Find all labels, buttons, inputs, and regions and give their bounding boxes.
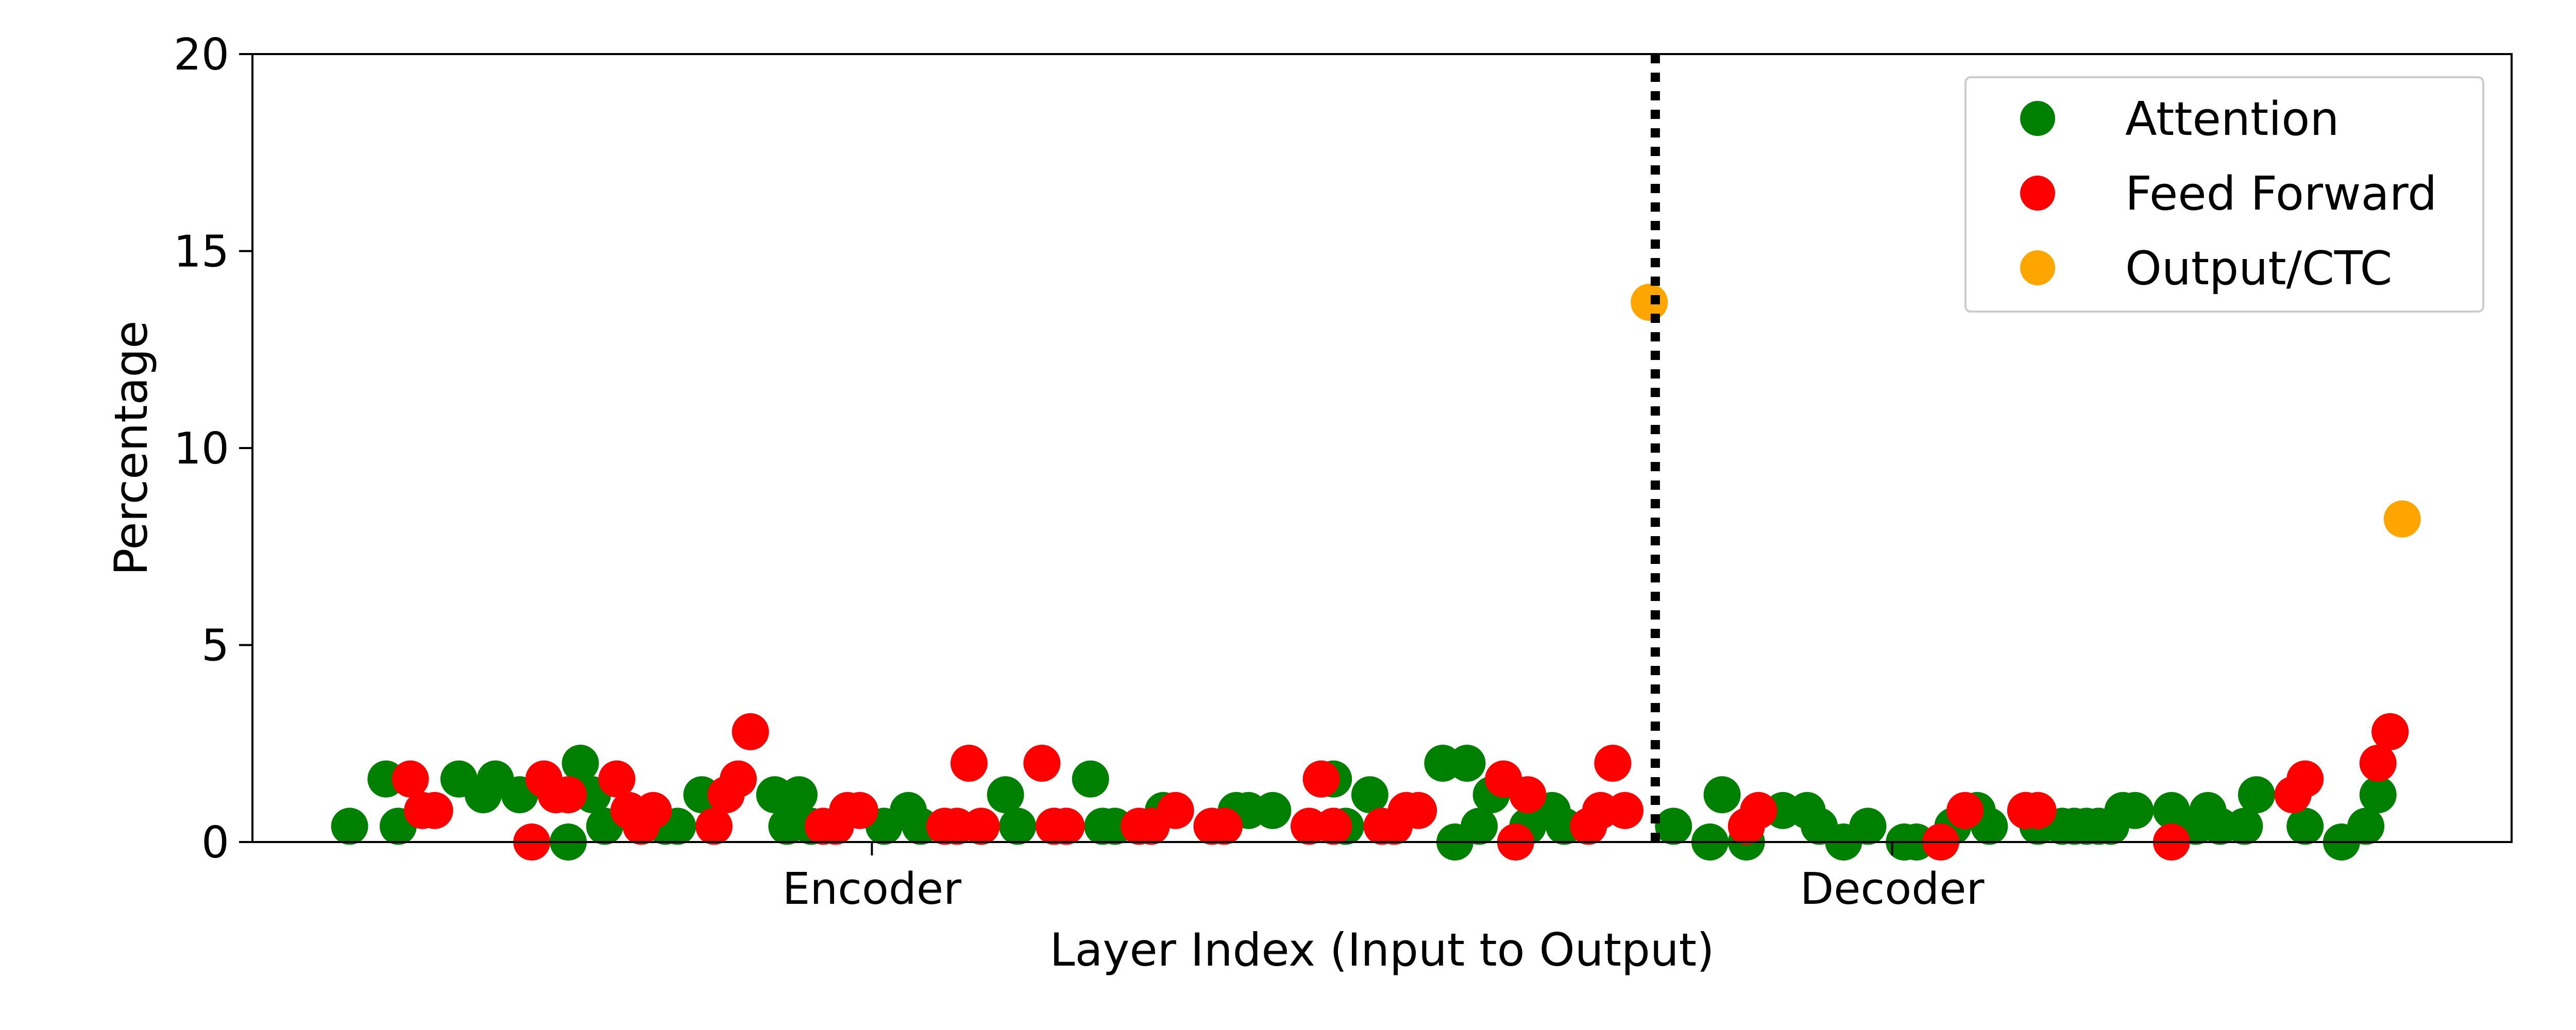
- legend-marker: [2020, 250, 2055, 285]
- data-point: [2359, 776, 2397, 814]
- y-tick-label: 5: [201, 621, 229, 672]
- data-point: [720, 760, 757, 798]
- legend-entry: Attention: [2020, 92, 2339, 146]
- legend-label: Feed Forward: [2125, 167, 2437, 221]
- y-axis-title: Percentage: [105, 320, 158, 575]
- x-tick-label: Encoder: [783, 864, 962, 915]
- data-point: [1655, 808, 1692, 845]
- y-axis-ticks: 0 5 10 15 20: [174, 29, 252, 868]
- data-point: [2019, 792, 2057, 829]
- legend: Attention Feed Forward Output/CTC: [1964, 76, 2484, 313]
- data-point: [635, 792, 672, 829]
- data-point: [1631, 284, 1668, 321]
- data-point: [331, 808, 368, 845]
- data-point: [1351, 776, 1388, 814]
- data-point: [1206, 808, 1243, 845]
- data-point: [598, 760, 636, 798]
- data-point: [1946, 792, 1984, 829]
- legend-marker: [2020, 176, 2055, 211]
- data-point: [2347, 808, 2385, 845]
- data-point: [999, 808, 1037, 845]
- data-point: [2116, 792, 2154, 829]
- data-point: [1849, 808, 1887, 845]
- data-point: [1509, 776, 1547, 814]
- data-point: [962, 808, 1000, 845]
- data-point: [2286, 808, 2324, 845]
- series-output-ctc: [1631, 284, 2421, 538]
- y-tick-label: 20: [174, 29, 229, 80]
- data-point: [1606, 792, 1643, 829]
- y-tick-label: 15: [174, 227, 229, 278]
- data-point: [1461, 808, 1498, 845]
- data-point: [1023, 745, 1061, 782]
- legend-entry: Output/CTC: [2020, 242, 2392, 296]
- legend-marker: [2020, 101, 2055, 136]
- data-point: [2359, 745, 2397, 782]
- legend-label: Output/CTC: [2125, 242, 2392, 296]
- data-point: [562, 745, 599, 782]
- y-tick-label: 10: [174, 423, 229, 474]
- data-point: [392, 760, 429, 798]
- legend-label: Attention: [2125, 92, 2339, 146]
- x-axis-title: Layer Index (Input to Output): [1049, 923, 1714, 976]
- series-feed-forward: [392, 713, 2409, 861]
- points-layer: [331, 284, 2421, 861]
- data-point: [780, 776, 818, 814]
- data-point: [695, 808, 733, 845]
- data-point: [987, 776, 1024, 814]
- data-point: [2238, 776, 2275, 814]
- data-point: [2371, 713, 2409, 750]
- data-point: [550, 776, 587, 814]
- data-point: [1302, 760, 1340, 798]
- x-axis-ticks: Encoder Decoder: [783, 842, 1985, 915]
- data-point: [1157, 792, 1194, 829]
- legend-items: Attention Feed Forward Output/CTC: [2020, 92, 2437, 296]
- data-point: [1400, 792, 1437, 829]
- data-point: [1594, 745, 1632, 782]
- data-point: [1448, 745, 1486, 782]
- data-point: [1315, 808, 1352, 845]
- y-tick-label: 0: [201, 817, 229, 868]
- data-point: [1072, 760, 1109, 798]
- data-point: [2286, 760, 2324, 798]
- data-point: [841, 792, 878, 829]
- legend-entry: Feed Forward: [2020, 167, 2437, 221]
- data-point: [2226, 808, 2263, 845]
- data-point: [950, 745, 988, 782]
- data-point: [1703, 776, 1741, 814]
- data-point: [1740, 792, 1777, 829]
- data-point: [416, 792, 453, 829]
- data-point: [1254, 792, 1292, 829]
- legend-box: [1964, 76, 2484, 313]
- data-point: [2383, 500, 2421, 538]
- data-point: [732, 713, 769, 750]
- x-tick-label: Decoder: [1800, 864, 1985, 915]
- data-point: [1047, 808, 1085, 845]
